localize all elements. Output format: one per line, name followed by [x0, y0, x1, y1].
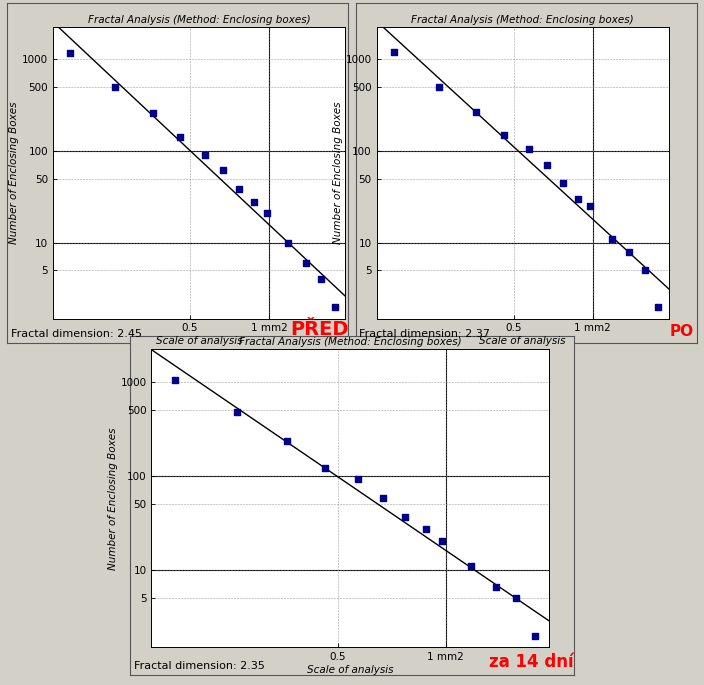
Y-axis label: Number of Enclosing Boxes: Number of Enclosing Boxes [108, 427, 118, 570]
Point [523, 143, 534, 154]
Point [231, 406, 242, 417]
Text: Fractal dimension: 2.45: Fractal dimension: 2.45 [11, 329, 142, 339]
Point [434, 81, 445, 92]
Point [639, 265, 650, 276]
Point [282, 435, 293, 446]
Point [249, 196, 260, 207]
Point [261, 208, 272, 219]
Title: Fractal Analysis (Method: Enclosing boxes): Fractal Analysis (Method: Enclosing boxe… [411, 15, 634, 25]
Text: Fractal dimension: 2.37: Fractal dimension: 2.37 [359, 329, 490, 339]
Point [110, 82, 121, 93]
Text: Fractal dimension: 2.35: Fractal dimension: 2.35 [134, 661, 265, 671]
Point [465, 560, 477, 571]
X-axis label: Scale of analysis: Scale of analysis [156, 336, 242, 346]
Title: Fractal Analysis (Method: Enclosing boxes): Fractal Analysis (Method: Enclosing boxe… [239, 337, 462, 347]
Point [541, 160, 553, 171]
Point [585, 201, 596, 212]
Point [234, 184, 245, 195]
Y-axis label: Number of Enclosing Boxes: Number of Enclosing Boxes [333, 101, 343, 245]
Point [389, 46, 400, 57]
Point [490, 582, 501, 593]
Point [399, 512, 410, 523]
X-axis label: Scale of analysis: Scale of analysis [479, 336, 566, 346]
Point [199, 149, 210, 160]
Point [353, 473, 364, 484]
Point [498, 129, 510, 140]
Point [572, 193, 584, 204]
Point [436, 536, 448, 547]
Point [65, 48, 76, 59]
Point [300, 258, 311, 269]
Point [282, 237, 294, 248]
Text: za 14 dní: za 14 dní [489, 653, 574, 671]
Text: PŘED: PŘED [290, 320, 348, 339]
Point [511, 593, 522, 603]
Point [606, 234, 617, 245]
Point [147, 108, 158, 119]
X-axis label: Scale of analysis: Scale of analysis [307, 665, 394, 675]
Text: PO: PO [670, 324, 693, 339]
Point [378, 493, 389, 503]
Point [218, 164, 229, 175]
Point [653, 301, 664, 312]
Point [529, 630, 541, 641]
Point [471, 106, 482, 117]
Point [175, 132, 186, 142]
Y-axis label: Number of Enclosing Boxes: Number of Enclosing Boxes [9, 101, 19, 245]
Title: Fractal Analysis (Method: Enclosing boxes): Fractal Analysis (Method: Enclosing boxe… [87, 15, 310, 25]
Point [329, 301, 340, 312]
Point [558, 177, 569, 188]
Point [624, 246, 635, 257]
Point [315, 274, 327, 285]
Point [420, 524, 432, 535]
Point [170, 374, 181, 385]
Point [320, 463, 331, 474]
